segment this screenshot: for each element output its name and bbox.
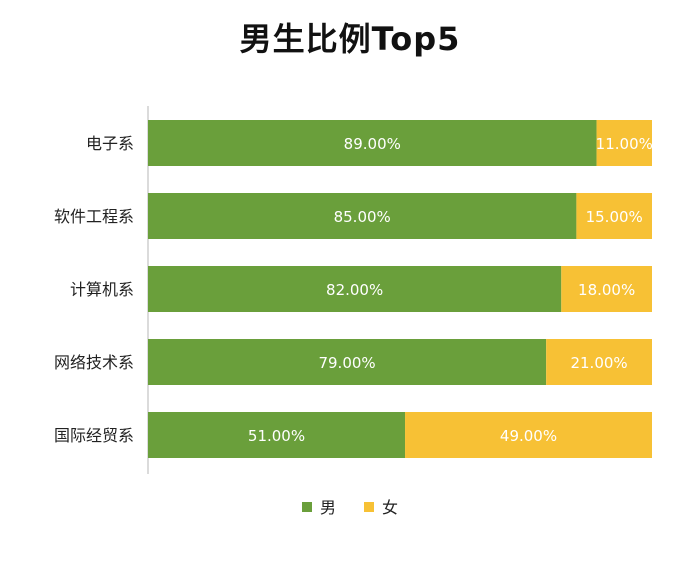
legend-swatch <box>364 502 374 512</box>
bar-segment-male <box>148 266 562 312</box>
legend-label: 男 <box>320 498 336 517</box>
bars-group: 89.00% 11.00% 85.00% 15.00% 82.00% 18.00% 79.0… <box>148 120 653 458</box>
data-label: 49.00% <box>500 427 557 445</box>
category-label: 网络技术系 <box>54 353 134 372</box>
bar-segment-male <box>148 120 597 166</box>
chart-title: 男生比例Top5 <box>239 20 461 58</box>
data-label: 15.00% <box>586 208 643 226</box>
data-label: 11.00% <box>596 135 653 153</box>
data-label: 51.00% <box>248 427 305 445</box>
category-label: 国际经贸系 <box>54 426 134 445</box>
data-label: 82.00% <box>326 281 383 299</box>
data-label: 18.00% <box>578 281 635 299</box>
data-label: 89.00% <box>344 135 401 153</box>
category-label: 电子系 <box>86 134 134 153</box>
bar-segment-female <box>546 339 652 385</box>
bar-segment-female <box>576 193 652 239</box>
legend-label: 女 <box>382 498 398 517</box>
category-label: 计算机系 <box>70 280 134 299</box>
data-label: 85.00% <box>334 208 391 226</box>
legend-swatch <box>302 502 312 512</box>
bar-segment-male <box>148 193 577 239</box>
bar-segment-female <box>596 120 652 166</box>
bar-segment-female <box>405 412 652 458</box>
category-label: 软件工程系 <box>54 207 134 226</box>
bar-segment-male <box>148 339 547 385</box>
data-label: 79.00% <box>318 354 375 372</box>
data-label: 21.00% <box>570 354 627 372</box>
bar-segment-female <box>561 266 652 312</box>
legend: 男女 <box>302 498 398 517</box>
bar-segment-male <box>148 412 406 458</box>
